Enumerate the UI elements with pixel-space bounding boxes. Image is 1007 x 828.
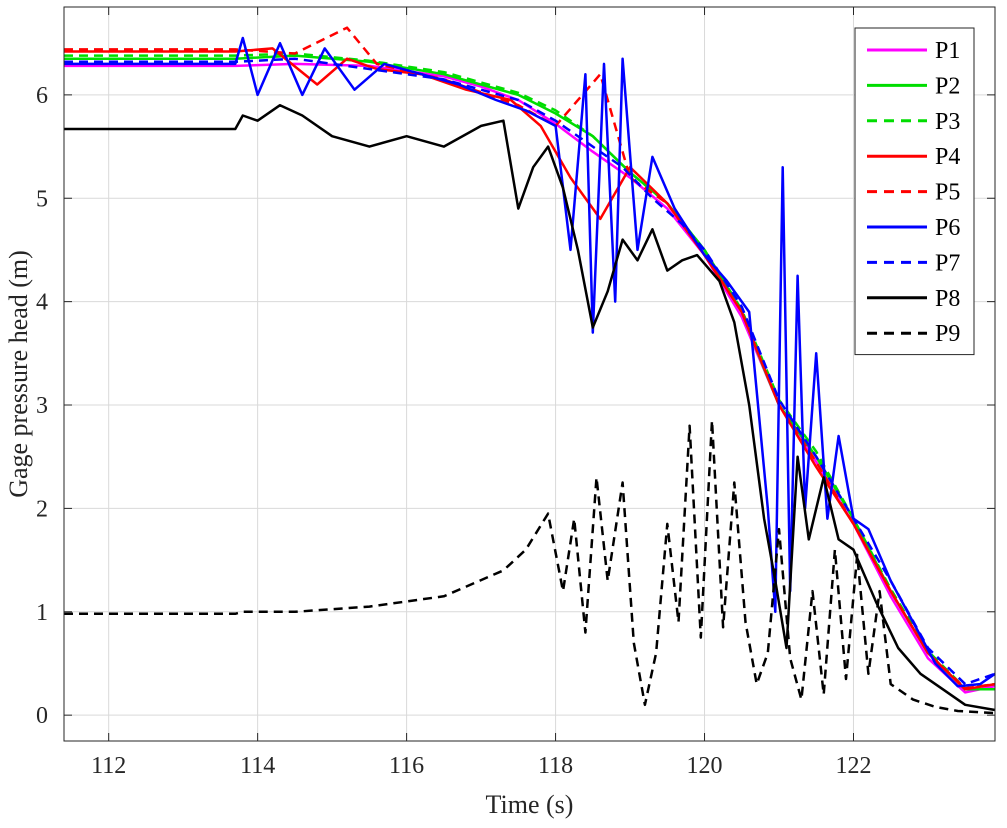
- series-line-p5: [64, 26, 996, 690]
- series-line-p9: [64, 419, 996, 715]
- legend-label: P7: [935, 250, 960, 276]
- legend-label: P1: [935, 38, 960, 64]
- y-axis-label: Gage pressure head (m): [4, 250, 33, 498]
- x-axis-label: Time (s): [486, 790, 574, 819]
- x-tick-label: 116: [389, 753, 424, 779]
- x-tick-label: 120: [687, 753, 723, 779]
- y-tick-label: 2: [36, 496, 48, 522]
- series-line-p7: [64, 57, 996, 686]
- legend-label: P8: [935, 286, 960, 312]
- legend-label: P6: [935, 215, 960, 241]
- legend-label: P4: [935, 144, 960, 170]
- series-lines: [64, 26, 996, 715]
- y-tick-label: 0: [36, 703, 48, 729]
- y-tick-label: 5: [36, 186, 48, 212]
- legend-label: P3: [935, 109, 960, 135]
- x-tick-label: 118: [538, 753, 573, 779]
- series-line-p8: [64, 103, 996, 712]
- y-tick-label: 4: [36, 290, 48, 316]
- axis-ticks: 112 114 116 118 120 122 0 1 2 3 4 5 6: [36, 7, 995, 779]
- legend-label: P2: [935, 73, 960, 99]
- legend-label: P9: [935, 321, 960, 347]
- x-tick-label: 114: [240, 753, 275, 779]
- y-tick-label: 1: [36, 600, 48, 626]
- y-tick-label: 6: [36, 83, 48, 109]
- legend-label: P5: [935, 180, 960, 206]
- plot-frame: [63, 6, 996, 742]
- legend: P1 P2 P3 P4 P5 P6 P7 P8 P9: [854, 27, 975, 356]
- gridlines: [64, 7, 995, 741]
- x-tick-label: 122: [835, 753, 871, 779]
- x-tick-label: 112: [91, 753, 126, 779]
- y-tick-label: 3: [36, 393, 48, 419]
